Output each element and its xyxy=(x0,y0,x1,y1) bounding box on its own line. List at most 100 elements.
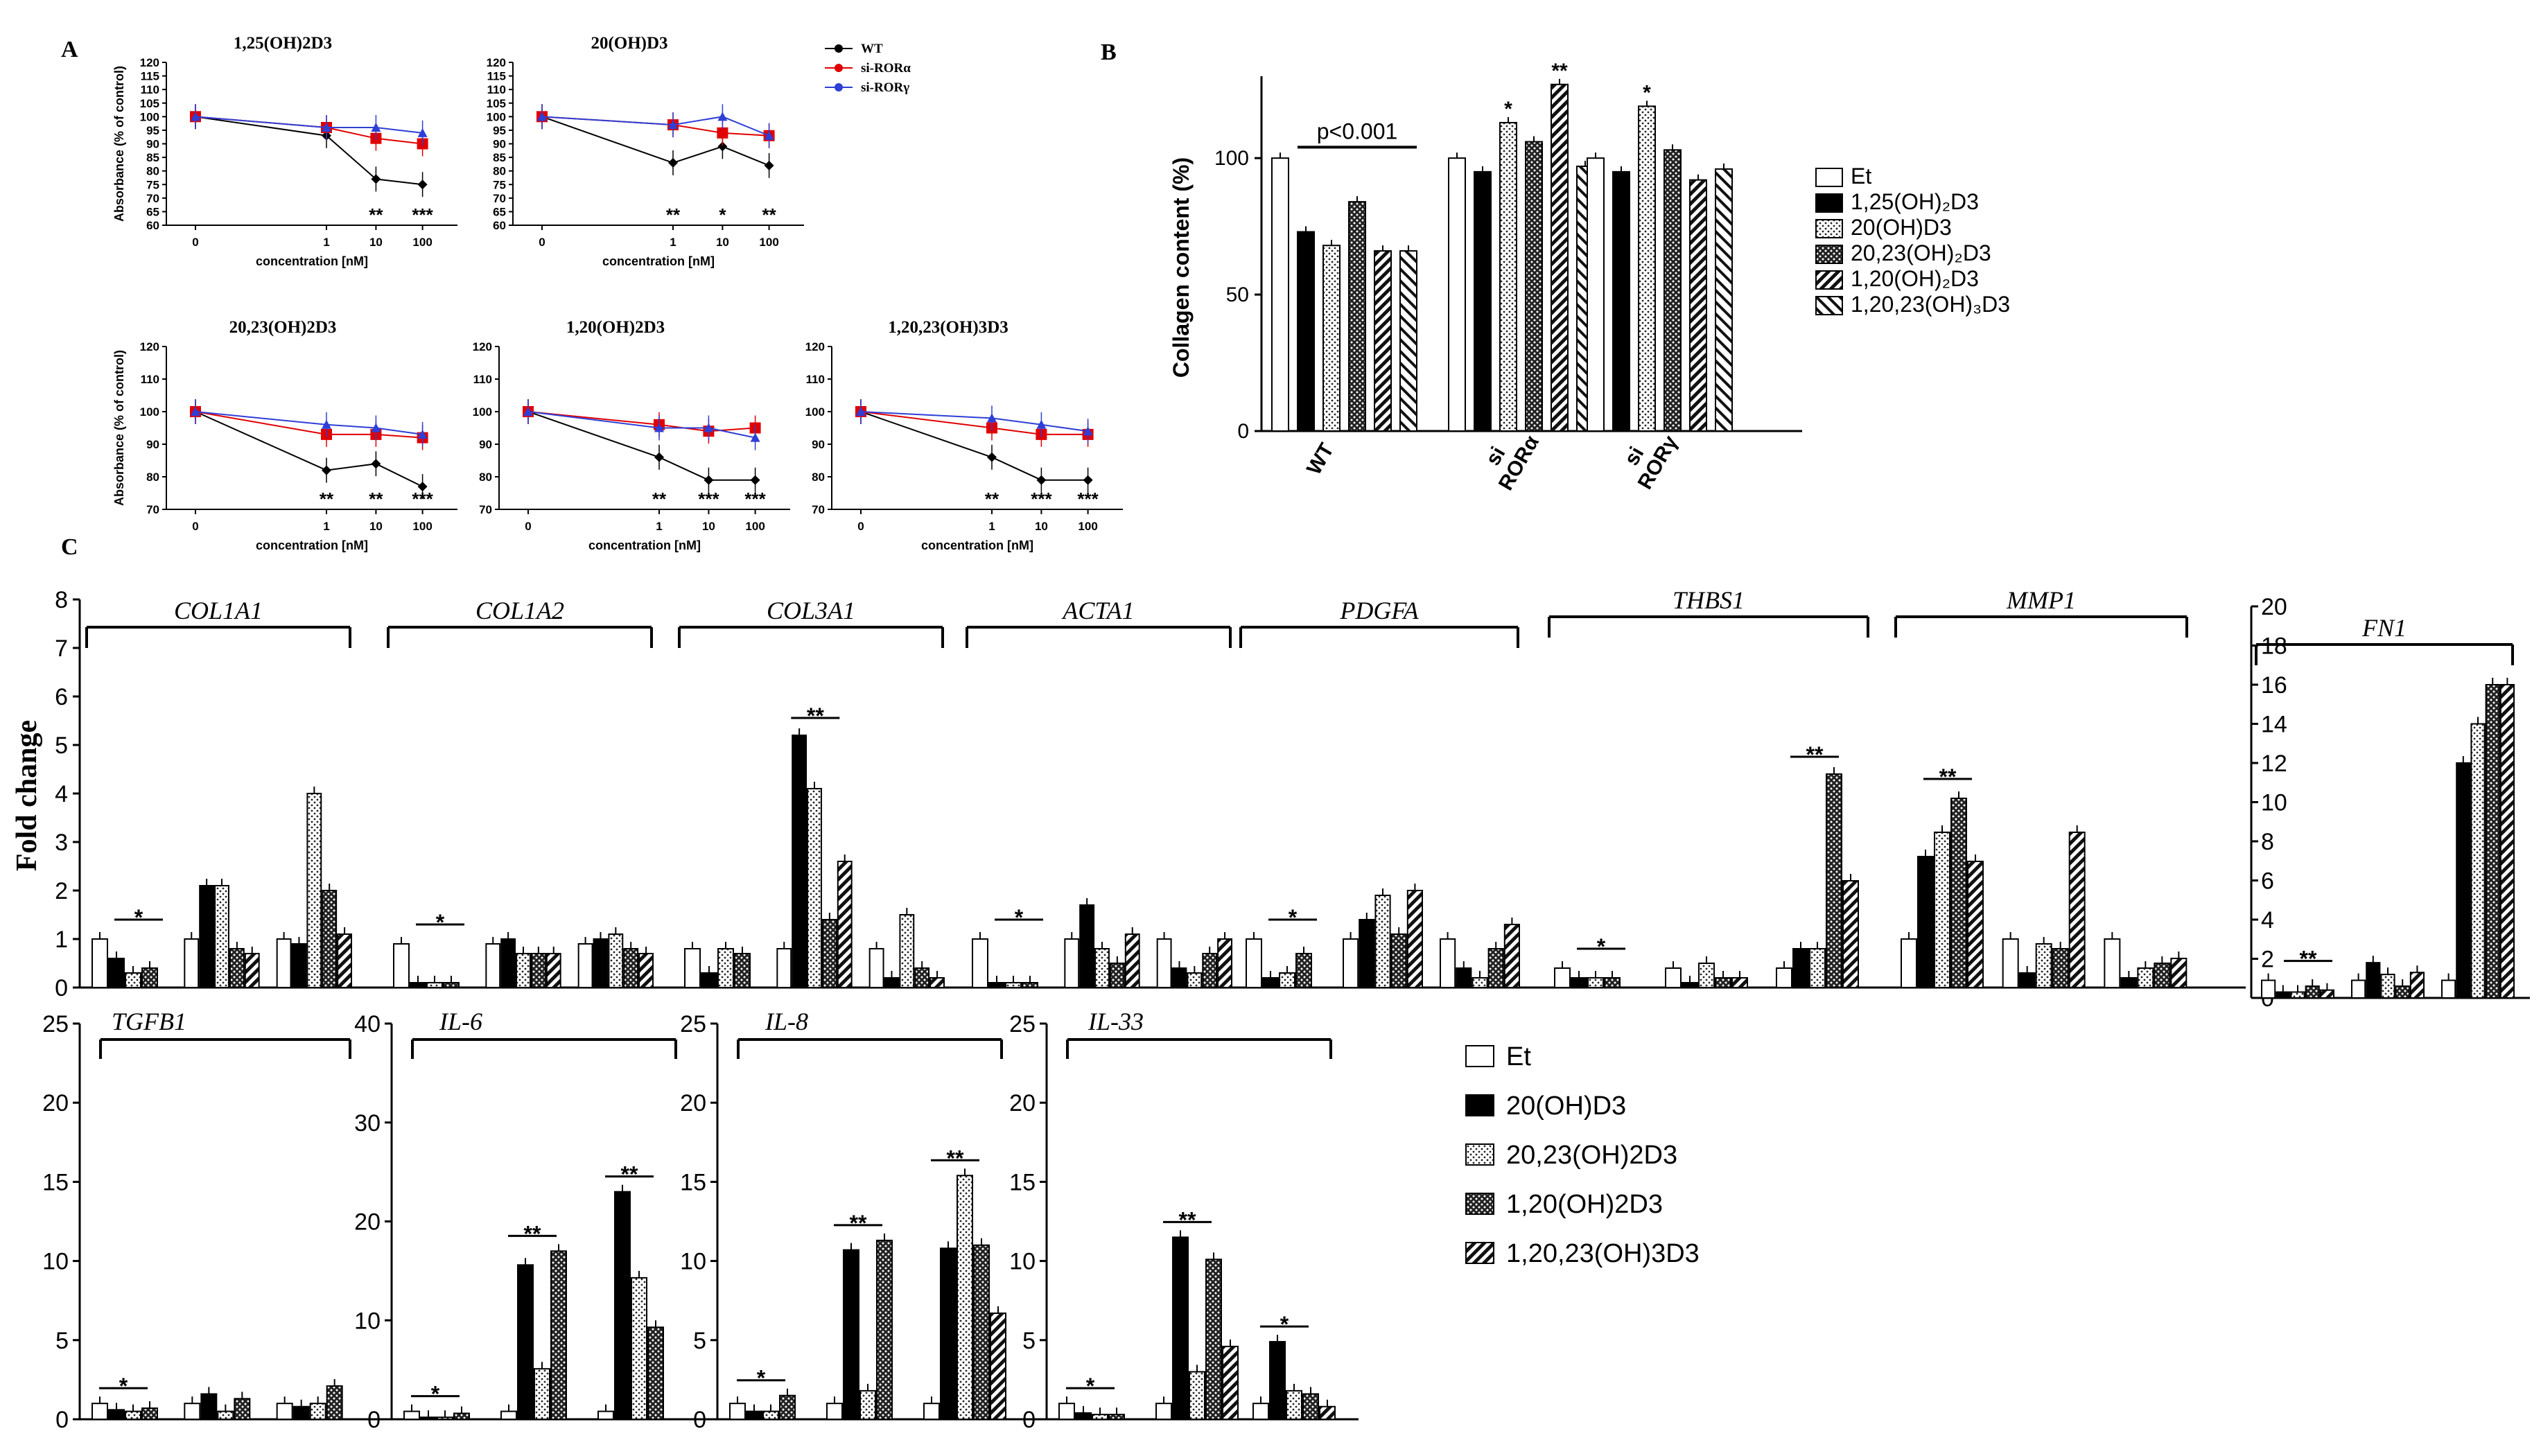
bar xyxy=(516,953,531,988)
significance-star: * xyxy=(1643,81,1651,104)
significance-star: ** xyxy=(621,1162,638,1187)
bar xyxy=(1286,1389,1302,1420)
bar xyxy=(2366,962,2381,999)
y-tick-label: 70 xyxy=(479,503,492,516)
series-line-rora xyxy=(541,116,769,137)
y-tick-label: 2 xyxy=(55,878,68,904)
legend-swatch xyxy=(1465,1193,1494,1215)
gene-title: COL3A1 xyxy=(767,597,855,624)
bar xyxy=(746,1410,762,1420)
x-axis-label: concentration [nM] xyxy=(602,254,715,268)
significance-star: *** xyxy=(744,489,766,509)
y-tick-label: 100 xyxy=(487,110,506,123)
point-rorg xyxy=(764,130,774,140)
y-tick-label: 110 xyxy=(141,83,159,96)
y-tick-label: 90 xyxy=(146,438,159,451)
bar xyxy=(1487,948,1504,988)
y-tick-label: 90 xyxy=(812,438,825,451)
y-tick-label: 16 xyxy=(2261,672,2287,699)
bar xyxy=(426,982,443,988)
panel-label-b: B xyxy=(1101,40,1117,65)
significance-star: *** xyxy=(1077,489,1099,509)
bar xyxy=(141,1407,158,1420)
y-tick-label: 70 xyxy=(146,503,159,516)
x-tick-label: 10 xyxy=(369,236,383,249)
bar xyxy=(1390,933,1407,988)
bar xyxy=(1950,798,1967,988)
significance-star: ** xyxy=(666,204,681,225)
y-tick-label: 0 xyxy=(1237,420,1249,443)
bar xyxy=(1022,982,1038,988)
y-tick-label: 90 xyxy=(146,138,159,151)
y-tick-label: 90 xyxy=(493,138,506,151)
bar xyxy=(1005,982,1022,988)
subplot-title: 1,20(OH)2D3 xyxy=(566,318,665,337)
y-tick-label: 95 xyxy=(493,124,506,137)
y-tick-label: 0 xyxy=(55,1407,69,1433)
bar xyxy=(125,1410,141,1420)
bar xyxy=(1474,170,1492,432)
y-tick-label: 80 xyxy=(812,471,825,484)
y-tick-label: 0 xyxy=(367,1407,381,1433)
x-tick-label: 100 xyxy=(1078,520,1097,533)
bar xyxy=(1792,948,1809,988)
bar xyxy=(1124,933,1140,988)
bar xyxy=(322,890,338,988)
x-tick-label: 1 xyxy=(323,236,329,249)
bar xyxy=(1664,149,1682,432)
x-tick-label: 10 xyxy=(369,520,383,533)
x-axis-label: concentration [nM] xyxy=(921,538,1033,552)
x-tick-label: 10 xyxy=(716,236,729,249)
bar xyxy=(734,953,751,988)
y-tick-label: 110 xyxy=(141,373,159,386)
y-tick-label: 20 xyxy=(1009,1090,1036,1116)
bar xyxy=(291,943,307,988)
legend-label: 20,23(OH)2D3 xyxy=(1506,1141,1677,1170)
y-tick-label: 120 xyxy=(140,340,159,353)
significance-star: *** xyxy=(412,204,433,225)
series-line-wt xyxy=(527,411,756,481)
significance-star: * xyxy=(1086,1374,1095,1398)
subplot-title: 20(OH)D3 xyxy=(591,34,667,53)
y-tick-label: 15 xyxy=(42,1169,69,1195)
bar xyxy=(2351,979,2366,999)
significance-star: * xyxy=(1289,905,1298,930)
y-axis-label: Collagen content (%) xyxy=(1169,157,1194,378)
bar xyxy=(1682,982,1698,988)
bar xyxy=(821,919,837,988)
legend-label: 20,23(OH)₂D3 xyxy=(1851,240,1991,265)
significance-star: * xyxy=(1015,905,1024,930)
bar xyxy=(1064,938,1080,988)
significance-star: ** xyxy=(1551,60,1568,82)
point-rorg xyxy=(417,429,428,439)
point-wt xyxy=(654,452,664,462)
bar xyxy=(837,861,853,988)
legend-swatch xyxy=(1815,193,1843,213)
significance-star: * xyxy=(436,910,445,935)
bar xyxy=(792,735,807,988)
bar xyxy=(826,1403,843,1421)
point-wt xyxy=(1083,475,1093,485)
point-rorg xyxy=(191,112,200,121)
y-tick-label: 7 xyxy=(55,635,68,662)
bar xyxy=(1319,1405,1336,1421)
bar xyxy=(1571,977,1587,988)
subplot-title: 20,23(OH)2D3 xyxy=(229,318,337,337)
x-tick-label: 0 xyxy=(539,236,545,249)
point-rorg xyxy=(704,423,714,432)
bar xyxy=(729,1403,746,1421)
bar xyxy=(1689,179,1707,432)
bar xyxy=(2499,684,2515,999)
bar xyxy=(403,1410,420,1420)
y-tick-label: 10 xyxy=(354,1308,381,1334)
bar xyxy=(2018,972,2036,988)
significance-star: ** xyxy=(369,204,383,225)
bar xyxy=(1271,157,1289,432)
y-tick-label: 5 xyxy=(693,1328,706,1354)
y-tick-label: 80 xyxy=(479,471,492,484)
bar xyxy=(1698,963,1715,988)
point-wt xyxy=(371,174,381,184)
bar xyxy=(914,967,930,988)
x-tick-label: 100 xyxy=(412,520,432,533)
bar xyxy=(1399,250,1417,432)
